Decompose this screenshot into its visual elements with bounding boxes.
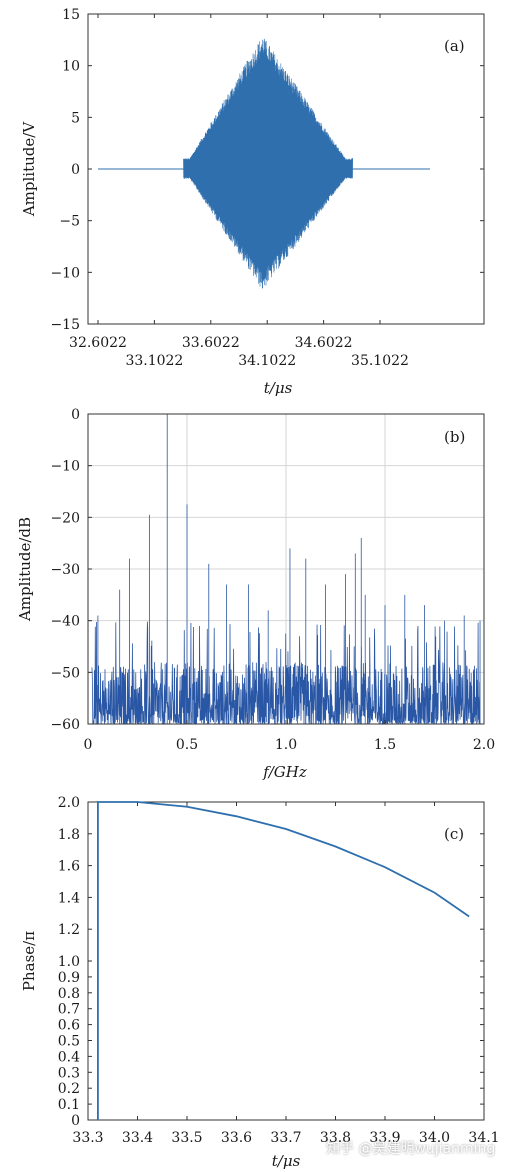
panel-b-ticks: 0 0.5 1.0 1.5 2.0 0 −10 −20 −30 −40 −50 −60 [50,407,495,753]
panel-a-ticks: −15 −10 −5 0 5 10 15 32.6022 33.6022 34.6022 33.10… [50,7,484,369]
panel-c-xlabel: t/μs [272,1152,301,1170]
panel-c-xtick-label: 33.5 [171,1130,202,1146]
panel-a-burst-fill [183,38,353,289]
panel-b-xtick-label: 0 [84,737,93,753]
panel-c-xtick-label: 33.3 [72,1130,103,1146]
panel-c-xtick-label: 33.4 [122,1130,153,1146]
panel-b-label: (b) [444,428,465,446]
panel-c-ytick-label: 0.2 [58,1081,80,1097]
panel-c-ytick-label: 2.0 [58,795,80,811]
panel-c-ticks: 33.3 33.4 33.5 33.6 33.7 33.8 33.9 34.0 34.1 00.1… [58,795,500,1146]
panel-b-xlabel: f/GHz [262,763,307,781]
panel-a-label: (a) [444,37,465,55]
panel-a-xtick-label: 32.6022 [69,335,127,351]
panel-c-ytick-label: 0.4 [58,1049,80,1065]
panel-b-ytick-label: −10 [50,459,80,475]
panel-c-xtick-label: 33.8 [320,1130,351,1146]
panel-a-chart: −15 −10 −5 0 5 10 15 32.6022 33.6022 34.6022 33.10… [20,7,485,397]
panel-c-ytick-label: 0.5 [58,1034,80,1050]
panel-c-ytick-label: 0.1 [58,1097,80,1113]
panel-a-ytick-label: 0 [71,162,80,178]
panel-b-xtick-label: 1.0 [275,737,297,753]
panel-c-ytick-label: 0 [71,1113,80,1129]
panel-b-xtick-label: 2.0 [473,737,495,753]
panel-c-xtick-label: 34.1 [468,1130,499,1146]
panel-c-xtick-label: 34.0 [419,1130,450,1146]
panel-b-ytick-label: −40 [50,614,80,630]
panel-a-xtick-label: 33.6022 [182,335,240,351]
panel-a-xlabel: t/μs [264,379,293,397]
panel-a-xtick-label: 34.6022 [295,335,353,351]
panel-a-ytick-label: 5 [71,110,80,126]
panel-a-ytick-label: 15 [62,7,80,23]
panel-a-ytick-label: 10 [62,59,80,75]
panel-c-ytick-label: 0.6 [58,1018,80,1034]
panel-c-ytick-label: 1.0 [58,954,80,970]
panel-a-xtick-label: 35.1022 [351,353,409,369]
panel-a-ytick-label: −10 [50,265,80,281]
panel-b-xtick-label: 0.5 [176,737,198,753]
panel-b-ytick-label: −30 [50,562,80,578]
panel-c-ytick-label: 1.6 [58,859,80,875]
panel-c-ytick-label: 1.2 [58,922,80,938]
panel-b-spectrum-line [91,414,481,726]
panel-b-ytick-label: −50 [50,665,80,681]
panel-c-label: (c) [444,825,464,843]
panel-a-ytick-label: −15 [50,317,80,333]
panel-b-chart: 0 0.5 1.0 1.5 2.0 0 −10 −20 −30 −40 −50 −60 (b) f/G… [16,407,495,781]
panel-b-ylabel: Amplitude/dB [16,517,34,622]
panel-a-xtick-label: 34.1022 [238,353,296,369]
watermark: 知乎 @吴建明wujianming [326,1141,496,1157]
panel-c-xtick-label: 33.9 [369,1130,400,1146]
panel-c-ytick-label: 0.8 [58,986,80,1002]
panel-c-frame [87,801,485,1121]
panel-c-chart: 33.3 33.4 33.5 33.6 33.7 33.8 33.9 34.0 34.1 00.1… [20,795,500,1170]
panel-c-ytick-label: 0.9 [58,970,80,986]
panel-b-ytick-label: 0 [71,407,80,423]
panel-c-phase-line [97,801,470,1120]
panel-b-ytick-label: −60 [50,717,80,733]
panel-a-ylabel: Amplitude/V [20,121,38,217]
panel-c-ytick-label: 0.3 [58,1065,80,1081]
panel-c-xtick-label: 33.6 [221,1130,252,1146]
panel-c-ytick-label: 0.7 [58,1002,80,1018]
panel-c-ytick-label: 1.8 [58,827,80,843]
panel-b-xtick-label: 1.5 [374,737,396,753]
panel-c-ytick-label: 1.4 [58,890,80,906]
panel-a-ytick-label: −5 [59,214,80,230]
panel-c-xtick-label: 33.7 [270,1130,301,1146]
panel-b-ytick-label: −20 [50,510,80,526]
panel-a-xtick-label: 33.1022 [125,353,183,369]
panel-c-ylabel: Phase/π [20,931,38,991]
